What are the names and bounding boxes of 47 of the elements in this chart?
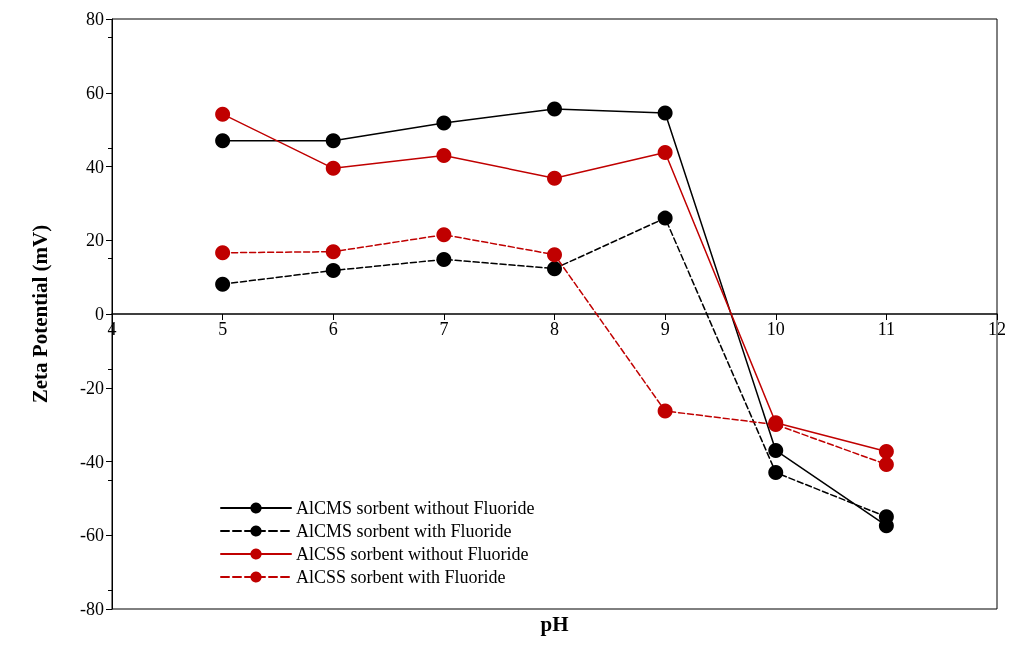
point [768,465,784,481]
point [325,244,341,260]
x-tick-label: 8 [550,319,559,339]
point [325,160,341,176]
point [436,115,452,131]
y-axis-title: Zeta Potential (mV) [27,224,52,404]
point [215,133,231,149]
point [215,106,231,122]
legend-label: AlCMS sorbent without Fluoride [296,498,535,518]
point [657,210,673,226]
point [768,442,784,458]
x-tick-label: 7 [439,319,449,339]
x-axis-title: pH [540,611,569,636]
point [547,247,562,263]
point [878,444,894,460]
point [325,133,341,149]
x-tick-label: 9 [660,319,670,339]
x-tick-label: 11 [877,319,896,339]
y-tick-label: 60 [86,82,104,103]
legend-label: AlCSS sorbent with Fluoride [296,567,506,587]
y-tick-label: 20 [86,230,104,251]
point [657,403,673,419]
point [325,262,341,278]
point [547,261,562,277]
point [436,147,452,163]
x-tick-label: 6 [328,319,338,339]
legend-label: AlCMS sorbent with Fluoride [296,521,512,541]
point [547,170,562,186]
y-tick-label: -80 [80,599,104,619]
point [657,105,673,121]
point [215,276,231,292]
x-tick-label: 5 [218,319,228,339]
point [436,251,452,267]
y-tick-label: 80 [86,9,104,29]
y-tick-label: -60 [80,525,104,546]
y-tick-label: 40 [86,156,104,177]
y-tick-label: -20 [80,377,104,398]
y-tick-label: 0 [95,304,104,324]
point [215,245,231,261]
point [878,456,894,472]
y-tick-label: -40 [80,451,104,472]
point [436,227,452,243]
point [547,101,562,117]
x-tick-label: 10 [766,319,785,339]
point [657,144,673,160]
legend-label: AlCSS sorbent without Fluoride [296,544,529,564]
x-tick-label: 12 [988,319,1006,339]
